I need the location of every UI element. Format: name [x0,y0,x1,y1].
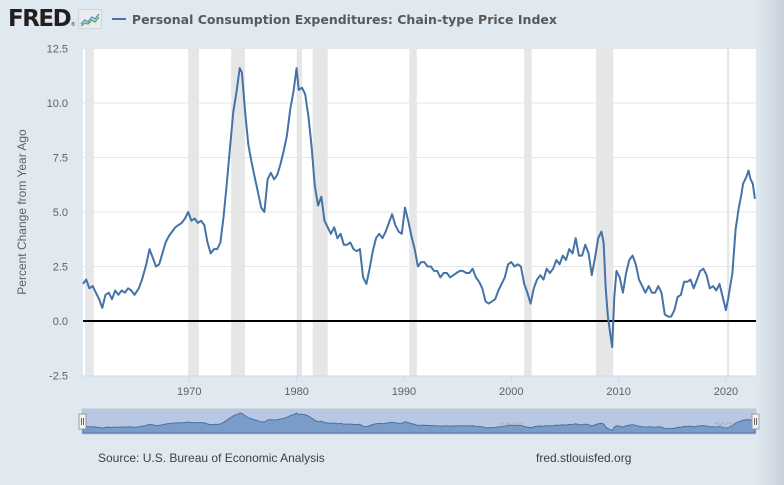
x-axis-ticks: 1970 1980 1990 2000 2010 2020 [177,375,738,398]
gridlines [83,48,756,267]
fred-logo[interactable]: FRED [8,6,72,32]
series-line[interactable] [82,67,756,349]
x-tick-label: 1990 [392,386,416,398]
x-tick-label: 1980 [284,386,308,398]
y-tick-label: 10.0 [47,98,68,110]
x-tick-label: 2010 [606,386,630,398]
y-axis-ticks: -2.5 0.0 2.5 5.0 7.5 10.0 12.5 [47,44,68,383]
legend-series-label[interactable]: Personal Consumption Expenditures: Chain… [131,11,557,27]
chart-header: FRED ® Personal Consumption Expenditures… [8,6,557,32]
right-edge-fade [756,0,784,485]
y-tick-label: 7.5 [53,153,68,165]
y-tick-label: -2.5 [49,371,68,383]
navigator-handle-left[interactable] [78,413,87,430]
navigator-labels: 1980 2000 2020 [284,421,738,433]
trend-chart-icon [77,9,102,29]
navigator-label: 1980 [284,421,308,433]
y-axis-title: Percent Change from Year Ago [15,129,29,295]
navigator-label: 2000 [499,421,523,433]
y-tick-label: 12.5 [47,44,68,56]
legend-series-swatch [111,18,126,20]
source-note: Source: U.S. Bureau of Economic Analysis [98,451,325,465]
y-tick-label: 2.5 [53,262,68,274]
site-link[interactable]: fred.stlouisfed.org [536,451,632,465]
navigator-series-area [82,412,756,434]
navigator[interactable]: 1980 2000 2020 [78,408,760,435]
y-tick-label: 0.0 [53,316,68,328]
x-tick-label: 2000 [499,386,523,398]
x-tick-label: 2020 [714,386,738,398]
y-tick-label: 5.0 [53,207,68,219]
navigator-label: 2020 [714,421,738,433]
x-tick-label: 1970 [177,386,201,398]
registered-mark: ® [71,22,75,28]
